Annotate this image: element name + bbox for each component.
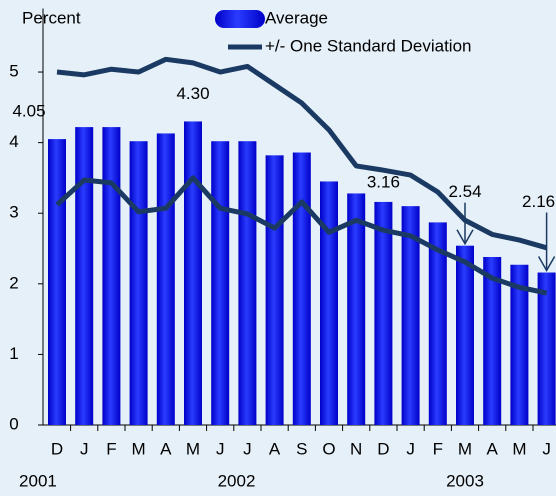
line: [55, 175, 548, 296]
x-tick-label: M: [512, 439, 526, 458]
year-label: 2003: [446, 471, 484, 490]
x-tick-label: J: [406, 439, 415, 458]
bar: [184, 121, 202, 425]
bar: [401, 206, 420, 425]
x-tick-label: J: [542, 439, 551, 458]
x-tick-label: A: [487, 439, 499, 458]
bar: [510, 264, 529, 425]
y-tick-label: 5: [9, 62, 18, 81]
bar: [265, 155, 284, 425]
bar: [75, 127, 94, 425]
x-tick-label: D: [377, 439, 389, 458]
y-tick-label: 1: [9, 344, 18, 363]
x-tick-label: M: [132, 439, 146, 458]
y-tick-label: 0: [9, 414, 18, 433]
value-label: 2.54: [448, 182, 481, 201]
bar: [456, 245, 474, 425]
year-label: 2001: [19, 471, 57, 490]
x-tick-label: M: [186, 439, 200, 458]
bar: [238, 141, 257, 425]
y-tick-label: 2: [9, 273, 18, 292]
y-tick-label: 3: [9, 203, 18, 222]
bar: [537, 272, 556, 425]
bar: [102, 127, 121, 425]
bar: [320, 181, 338, 425]
value-label: 4.30: [176, 84, 209, 103]
bar: [347, 193, 366, 425]
x-tick-label: J: [216, 439, 225, 458]
line: [56, 56, 548, 251]
x-tick-label: J: [80, 439, 89, 458]
bar: [211, 141, 230, 425]
bar: [292, 152, 311, 425]
x-tick-label: N: [350, 439, 362, 458]
value-label: 3.16: [367, 172, 400, 191]
value-label: 4.05: [12, 102, 45, 121]
x-tick-label: M: [458, 439, 472, 458]
x-tick-label: J: [243, 439, 252, 458]
y-tick-label: 4: [9, 132, 18, 151]
year-label: 2002: [218, 471, 256, 490]
bar: [428, 222, 447, 425]
value-label: 2.16: [522, 192, 555, 211]
legend-swatch: [215, 10, 265, 28]
arrow-head: [456, 229, 474, 246]
bar: [156, 133, 175, 425]
x-tick-label: D: [51, 439, 63, 458]
arrow-head: [537, 256, 556, 273]
x-tick-label: O: [322, 439, 335, 458]
legend-label: +/- One Standard Deviation: [265, 36, 471, 55]
bar: [48, 139, 66, 425]
bar: [129, 141, 148, 425]
bar: [483, 256, 502, 425]
x-tick-label: F: [433, 439, 443, 458]
legend-label: Average: [265, 8, 328, 27]
x-tick-label: A: [269, 439, 281, 458]
x-tick-label: F: [106, 439, 116, 458]
x-tick-label: S: [296, 439, 307, 458]
x-tick-label: A: [160, 439, 172, 458]
bar: [374, 201, 393, 425]
y-axis-label: Percent: [22, 8, 81, 27]
